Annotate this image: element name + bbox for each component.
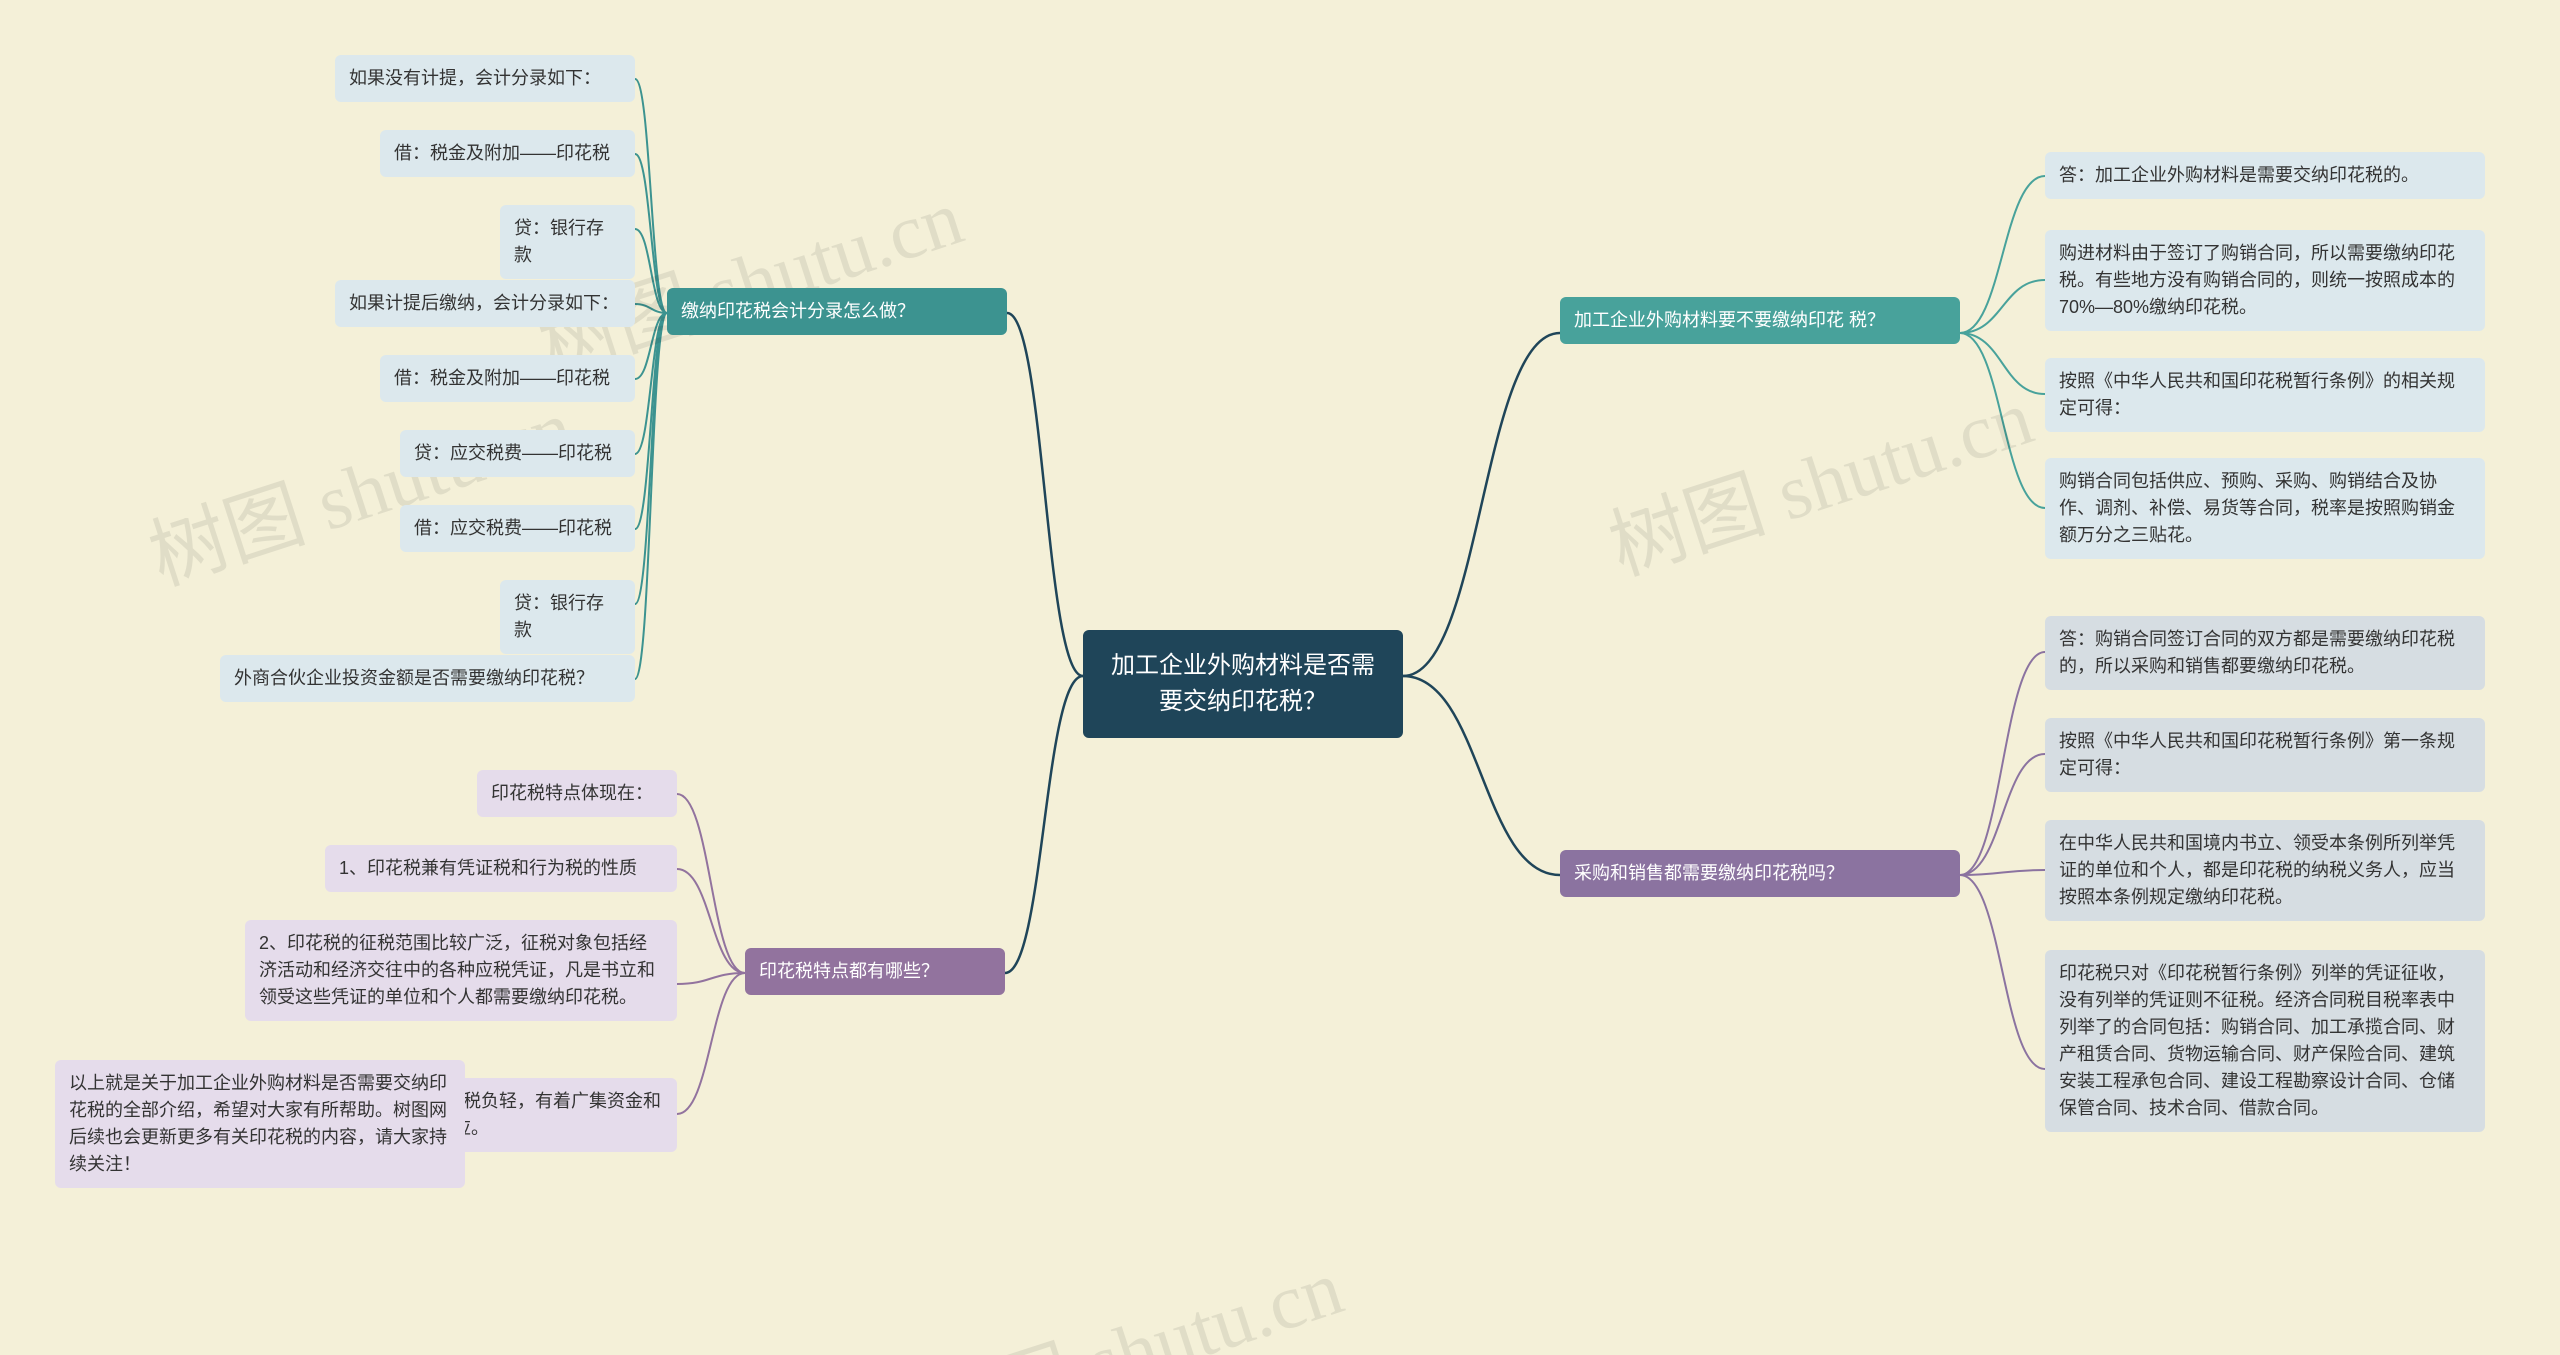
leaf-node: 2、印花税的征税范围比较广泛，征税对象包括经济活动和经济交往中的各种应税凭证，凡…: [245, 920, 677, 1021]
watermark: 树图 shutu.cn: [903, 1225, 1354, 1355]
leaf-node: 购进材料由于签订了购销合同，所以需要缴纳印花税。有些地方没有购销合同的，则统一按…: [2045, 230, 2485, 331]
branch-node: 采购和销售都需要缴纳印花税吗？: [1560, 850, 1960, 897]
leaf-node: 印花税只对《印花税暂行条例》列举的凭证征收，没有列举的凭证则不征税。经济合同税目…: [2045, 950, 2485, 1132]
leaf-node: 借：税金及附加——印花税: [380, 355, 635, 402]
leaf-node: 答：加工企业外购材料是需要交纳印花税的。: [2045, 152, 2485, 199]
leaf-note: 以上就是关于加工企业外购材料是否需要交纳印花税的全部介绍，希望对大家有所帮助。树…: [55, 1060, 465, 1188]
leaf-node: 借：税金及附加——印花税: [380, 130, 635, 177]
leaf-node: 答：购销合同签订合同的双方都是需要缴纳印花税的，所以采购和销售都要缴纳印花税。: [2045, 616, 2485, 690]
branch-node: 缴纳印花税会计分录怎么做？: [667, 288, 1007, 335]
leaf-node: 按照《中华人民共和国印花税暂行条例》第一条规定可得：: [2045, 718, 2485, 792]
leaf-node: 印花税特点体现在：: [477, 770, 677, 817]
branch-node: 印花税特点都有哪些？: [745, 948, 1005, 995]
leaf-node: 购销合同包括供应、预购、采购、购销结合及协作、调剂、补偿、易货等合同，税率是按照…: [2045, 458, 2485, 559]
leaf-node: 贷：应交税费——印花税: [400, 430, 635, 477]
leaf-node: 按照《中华人民共和国印花税暂行条例》的相关规定可得：: [2045, 358, 2485, 432]
leaf-node: 在中华人民共和国境内书立、领受本条例所列举凭证的单位和个人，都是印花税的纳税义务…: [2045, 820, 2485, 921]
leaf-node: 外商合伙企业投资金额是否需要缴纳印花税？: [220, 655, 635, 702]
leaf-node: 贷：银行存款: [500, 580, 635, 654]
center-node: 加工企业外购材料是否需 要交纳印花税？: [1083, 630, 1403, 738]
leaf-node: 借：应交税费——印花税: [400, 505, 635, 552]
branch-node: 加工企业外购材料要不要缴纳印花 税？: [1560, 297, 1960, 344]
leaf-node: 1、印花税兼有凭证税和行为税的性质: [325, 845, 677, 892]
leaf-node: 如果计提后缴纳，会计分录如下：: [335, 280, 635, 327]
watermark: 树图 shutu.cn: [1593, 355, 2044, 597]
leaf-node: 贷：银行存款: [500, 205, 635, 279]
leaf-node: 如果没有计提，会计分录如下：: [335, 55, 635, 102]
